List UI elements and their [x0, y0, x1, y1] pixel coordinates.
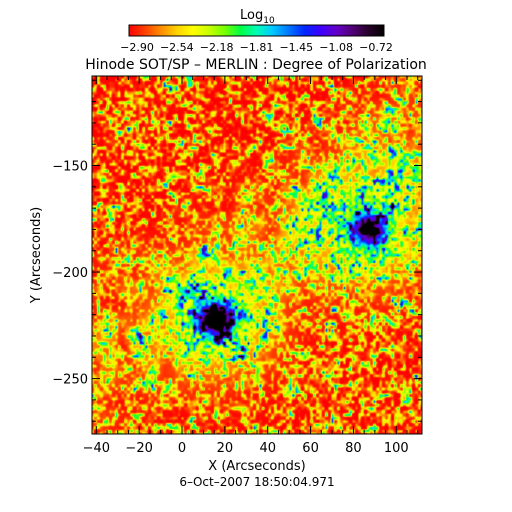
colorbar-tick-label: −1.45: [279, 41, 313, 54]
y-tick-label: −150: [52, 160, 88, 175]
x-tick-label: 100: [384, 441, 409, 456]
y-tick-label: −250: [52, 373, 88, 388]
colorbar-label-subscript: 10: [263, 16, 275, 26]
colorbar-tick-label: −2.90: [120, 41, 154, 54]
x-tick-label: −20: [125, 441, 152, 456]
heatmap-canvas: [92, 76, 422, 434]
colorbar-ticks: −2.90 −2.54 −2.18 −1.81 −1.45 −1.08 −0.72: [120, 41, 393, 54]
x-tick-label: 60: [302, 441, 319, 456]
x-tick-label: 80: [345, 441, 362, 456]
y-axis: −150 −200 −250: [52, 79, 422, 422]
colorbar-tick-label: −1.08: [319, 41, 353, 54]
colorbar-label: Log10: [240, 8, 275, 26]
colorbar-tick-label: −0.72: [359, 41, 393, 54]
date-label: 6–Oct–2007 18:50:04.971: [179, 475, 334, 489]
x-axis-label: X (Arcseconds): [208, 459, 305, 474]
colorbar: [128, 24, 385, 37]
y-axis-label: Y (Arcseconds): [29, 207, 44, 304]
x-tick-label: −40: [83, 441, 110, 456]
colorbar-label-main: Log: [240, 8, 263, 23]
x-axis: −40 −20 0 20 40 60 80 100: [83, 76, 419, 456]
y-tick-label: −200: [52, 266, 88, 281]
chart-title: Hinode SOT/SP – MERLIN : Degree of Polar…: [85, 57, 427, 73]
x-tick-label: 20: [217, 441, 234, 456]
colorbar-tick-label: −1.81: [240, 41, 274, 54]
colorbar-tick-label: −2.18: [200, 41, 234, 54]
x-tick-label: 40: [259, 441, 276, 456]
colorbar-tick-label: −2.54: [160, 41, 194, 54]
heatmap-image-container: [92, 76, 422, 434]
x-tick-label: 0: [178, 441, 186, 456]
